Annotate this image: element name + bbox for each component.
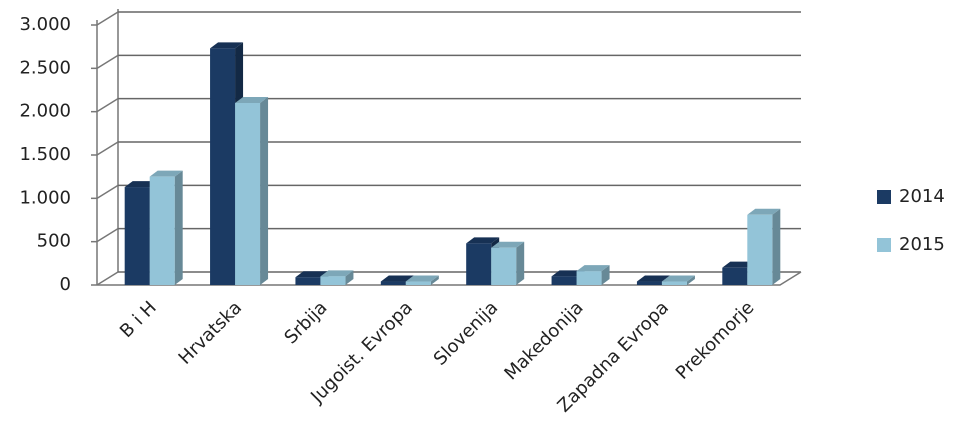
bar-side (174, 170, 183, 285)
bar-front (320, 276, 346, 285)
legend-label: 2015 (899, 234, 945, 255)
bar (661, 275, 695, 285)
bar-side (516, 241, 525, 285)
y-tick-label: 2.500 (19, 57, 71, 78)
bar (747, 208, 781, 285)
legend-swatch (877, 190, 891, 204)
grid-line (96, 184, 119, 199)
bar-front (295, 277, 321, 285)
bar-top (661, 275, 695, 282)
bar-front (380, 281, 406, 285)
bar-front (636, 281, 662, 285)
bar-front (466, 243, 492, 285)
grid-line (96, 141, 119, 156)
bar (491, 241, 525, 285)
x-tick-label: Makedonija (500, 297, 587, 384)
bar-top (722, 261, 756, 268)
bar (405, 275, 439, 285)
x-tick-label: Srbija (280, 297, 331, 348)
bar-top (149, 170, 183, 177)
grid-line (96, 54, 119, 69)
bar-front (661, 281, 687, 285)
bar-top (295, 271, 329, 278)
bar-side (601, 265, 610, 285)
grid-line (96, 98, 119, 113)
bar-front (149, 176, 175, 285)
bar-side (772, 208, 781, 285)
bar-front (405, 281, 431, 285)
x-tick-label: Slovenija (430, 297, 503, 370)
bar-top (491, 241, 525, 248)
bar-top (124, 181, 158, 188)
y-tick-label: 500 (37, 231, 71, 252)
bar (576, 265, 610, 285)
y-tick-label: 0 (60, 274, 71, 295)
grid-line (96, 271, 119, 286)
bar-front (747, 214, 773, 285)
bar-top (210, 42, 244, 49)
bar-front (491, 247, 517, 285)
x-tick-label: B i H (116, 297, 161, 342)
bar-side (260, 97, 269, 285)
bar-top (747, 208, 781, 215)
bar-front (235, 103, 261, 285)
bar-top (380, 275, 414, 282)
bar (320, 270, 354, 285)
legend-label: 2014 (899, 186, 945, 207)
x-tick-label: Hrvatska (175, 297, 247, 369)
bar-side (345, 270, 354, 285)
grid-line (96, 228, 119, 243)
bar (149, 170, 183, 285)
bar-front (722, 267, 748, 285)
bar-top (466, 237, 500, 244)
bar-front (124, 187, 150, 285)
bar-side (686, 275, 695, 285)
y-tick-label: 2.000 (19, 101, 71, 122)
bar (235, 97, 269, 285)
y-tick-label: 1.500 (19, 144, 71, 165)
y-tick-label: 1.000 (19, 187, 71, 208)
bar-top (551, 270, 585, 277)
bar-side (430, 275, 439, 285)
x-tick-label: Prekomorje (672, 297, 759, 384)
bar-front (210, 48, 236, 286)
bar-top (320, 270, 354, 277)
grid-line (96, 11, 119, 26)
floor (97, 271, 802, 286)
bar-top (636, 275, 670, 282)
legend-swatch (877, 238, 891, 252)
bar-top (405, 275, 439, 282)
bar-top (576, 265, 610, 272)
bar-front (551, 276, 577, 285)
bar-top (235, 97, 269, 103)
y-tick-label: 3.000 (19, 14, 71, 35)
bar-front (576, 271, 602, 285)
